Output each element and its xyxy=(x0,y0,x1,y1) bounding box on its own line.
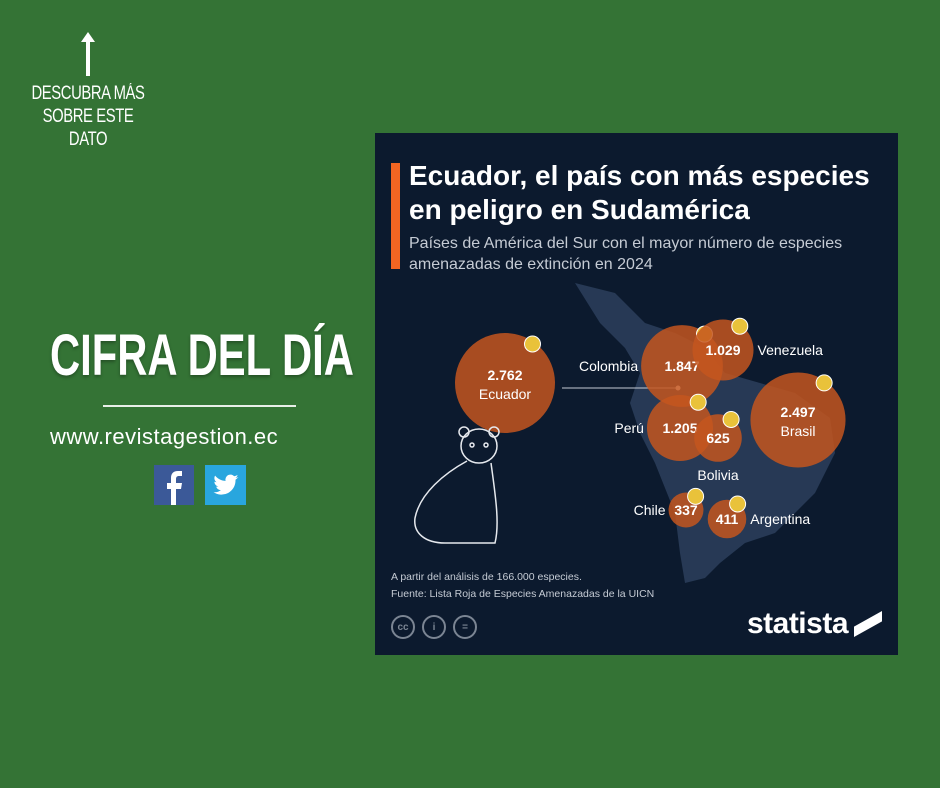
twitter-icon[interactable] xyxy=(205,465,246,505)
flag-icon xyxy=(689,393,707,411)
facebook-icon[interactable] xyxy=(154,465,194,505)
attribution-icon[interactable]: i xyxy=(422,615,446,639)
country-label: Argentina xyxy=(750,511,810,527)
bubble-venezuela xyxy=(692,319,754,381)
statista-logo-icon xyxy=(854,611,882,637)
chart-title: Ecuador, el país con más especies en pel… xyxy=(409,160,870,225)
value-label: 625 xyxy=(706,430,730,446)
brand-name: statista xyxy=(746,607,849,640)
statista-logo[interactable]: statista xyxy=(747,607,882,641)
country-label: Bolivia xyxy=(697,467,738,483)
country-label: Perú xyxy=(614,420,644,436)
bubble-ecuador xyxy=(455,333,555,433)
country-label: Chile xyxy=(634,502,666,518)
country-label: Venezuela xyxy=(758,342,824,358)
source-note: Fuente: Lista Roja de Especies Amenazada… xyxy=(391,588,655,600)
bubble-map: 2.762 Ecuador 1.847 Colombia 1.029 Venezuela 1… xyxy=(414,283,846,583)
no-derivatives-icon[interactable]: = xyxy=(453,615,477,639)
value-label: 2.762 xyxy=(487,367,522,383)
discover-more-text[interactable]: DESCUBRA MÁS SOBRE ESTE DATO xyxy=(31,83,145,150)
page-heading: CIFRA DEL DÍA xyxy=(50,323,354,388)
spectacled-bear-illustration xyxy=(414,426,500,544)
flag-icon xyxy=(722,410,740,428)
chart-subtitle: Países de América del Sur con el mayor n… xyxy=(409,235,843,273)
flag-icon xyxy=(687,487,705,505)
flag-icon xyxy=(731,317,749,335)
value-label: 411 xyxy=(716,511,739,527)
flag-icon xyxy=(729,495,747,513)
value-label: 2.497 xyxy=(780,404,815,420)
value-label: 1.847 xyxy=(664,358,699,374)
bubble-brasil xyxy=(750,372,846,468)
value-label: 1.029 xyxy=(705,342,740,358)
value-label: 1.205 xyxy=(662,420,697,436)
flag-icon xyxy=(524,335,541,353)
cc-icon[interactable]: cc xyxy=(391,615,415,639)
methodology-note: A partir del análisis de 166.000 especie… xyxy=(391,571,582,583)
divider xyxy=(103,405,296,407)
accent-bar xyxy=(391,163,400,269)
arrow-up-icon xyxy=(81,32,95,76)
country-label: Ecuador xyxy=(479,386,531,402)
country-label: Colombia xyxy=(579,358,638,374)
flag-icon xyxy=(815,374,833,392)
value-label: 337 xyxy=(674,502,698,518)
statista-infographic[interactable]: Ecuador, el país con más especies en pel… xyxy=(375,133,898,655)
website-link[interactable]: www.revistagestion.ec xyxy=(50,424,279,449)
country-label: Brasil xyxy=(780,423,815,439)
